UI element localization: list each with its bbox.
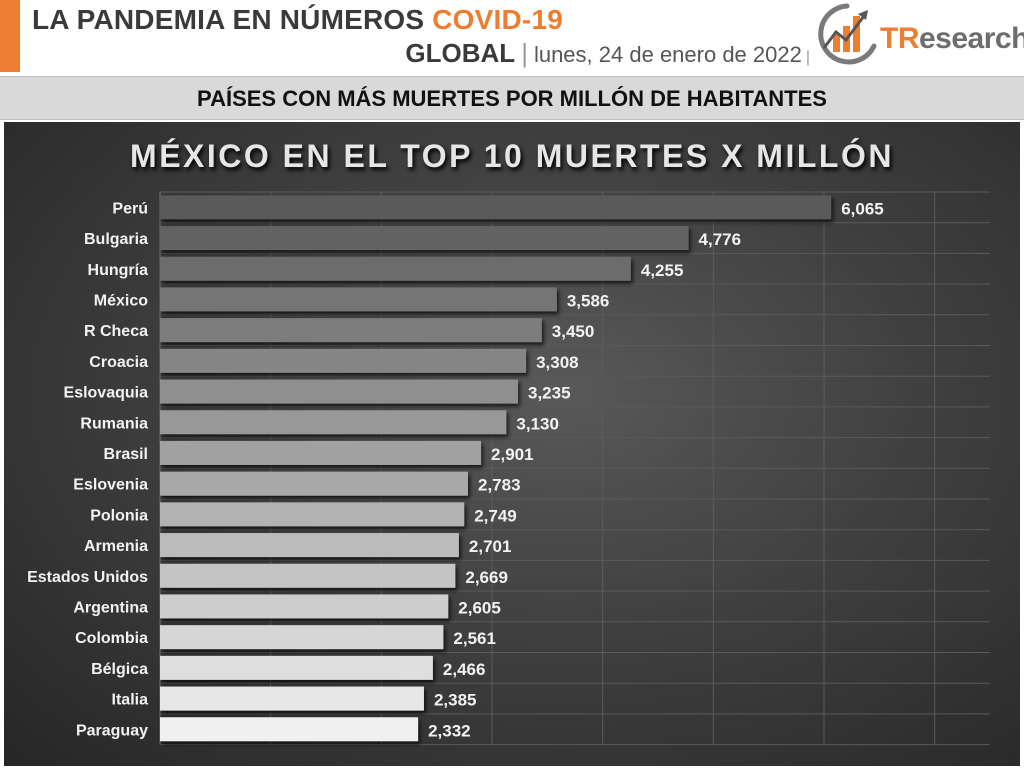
bar — [160, 440, 482, 465]
value-label: 3,308 — [536, 353, 579, 372]
value-label: 2,901 — [491, 445, 534, 464]
header-subtitle: GLOBAL | lunes, 24 de enero de 2022 | — [405, 38, 810, 69]
tresearch-logo: TResearch — [814, 2, 1024, 70]
value-label: 2,749 — [474, 506, 517, 525]
category-label: Italia — [112, 692, 149, 709]
header-date: lunes, 24 de enero de 2022 — [533, 42, 802, 67]
header-title: LA PANDEMIA EN NÚMEROS COVID-19 — [32, 4, 563, 36]
category-label: Hungría — [88, 262, 149, 279]
category-label: Rumania — [80, 415, 148, 432]
bar — [160, 625, 444, 650]
value-label: 3,235 — [528, 384, 571, 403]
value-label: 6,065 — [841, 199, 884, 218]
bar — [160, 563, 456, 588]
bar — [160, 195, 832, 220]
bar — [160, 533, 459, 558]
bar — [160, 502, 465, 527]
category-label: Armenia — [84, 538, 148, 555]
bar — [160, 655, 433, 680]
header-scope: GLOBAL — [405, 38, 516, 68]
chart-panel: MÉXICO EN EL TOP 10 MUERTES X MILLÓN Per… — [4, 122, 1020, 766]
value-label: 2,605 — [458, 598, 501, 617]
bar — [160, 318, 542, 343]
bar — [160, 717, 419, 742]
banner-text: PAÍSES CON MÁS MUERTES POR MILLÓN DE HAB… — [197, 86, 827, 111]
category-label: Colombia — [75, 630, 148, 647]
bar — [160, 256, 631, 281]
chart-title: MÉXICO EN EL TOP 10 MUERTES X MILLÓN — [130, 138, 894, 174]
category-label: R Checa — [84, 323, 148, 340]
category-label: Polonia — [90, 507, 148, 524]
bar-chart-arrow-icon — [818, 3, 877, 65]
bar-chart-svg: Perú 6,065 Bulgaria 4,776 Hungría 4,255 México… — [27, 191, 990, 746]
value-label: 3,586 — [567, 291, 610, 310]
category-label: México — [94, 292, 148, 309]
category-label: Brasil — [104, 446, 148, 463]
section-banner: PAÍSES CON MÁS MUERTES POR MILLÓN DE HAB… — [0, 76, 1024, 120]
bar — [160, 348, 527, 373]
category-label: Croacia — [89, 354, 148, 371]
value-label: 3,130 — [516, 414, 559, 433]
category-label: Bélgica — [91, 661, 148, 678]
logo-wordmark: TResearch — [880, 22, 1024, 56]
logo-wordmark-tr: TR — [880, 22, 920, 55]
bar — [160, 226, 689, 251]
category-label: Argentina — [73, 599, 148, 616]
value-label: 2,466 — [443, 660, 486, 679]
category-label: Bulgaria — [84, 231, 148, 248]
value-label: 2,701 — [469, 537, 512, 556]
value-label: 3,450 — [552, 322, 595, 341]
value-label: 2,561 — [453, 629, 496, 648]
logo-wordmark-rest: esearch — [919, 22, 1024, 55]
bar — [160, 686, 424, 711]
category-label: Eslovenia — [73, 477, 148, 494]
header-date-separator: | — [805, 49, 810, 66]
bar — [160, 410, 507, 435]
category-label: Paraguay — [76, 722, 148, 739]
value-label: 2,783 — [478, 476, 521, 495]
bar — [160, 287, 557, 312]
header-title-main: LA PANDEMIA EN NÚMEROS — [32, 4, 425, 35]
bar — [160, 594, 449, 619]
value-label: 4,776 — [699, 230, 742, 249]
category-label: Perú — [112, 200, 148, 217]
header-accent-bar — [0, 0, 20, 72]
value-label: 2,332 — [428, 721, 471, 740]
bar — [160, 471, 468, 496]
header-separator: | — [521, 38, 528, 68]
category-label: Eslovaquia — [64, 385, 149, 402]
value-label: 4,255 — [641, 261, 684, 280]
value-label: 2,385 — [434, 691, 477, 710]
category-label: Estados Unidos — [27, 569, 148, 586]
bar — [160, 379, 519, 404]
value-label: 2,669 — [465, 568, 508, 587]
header-title-accent: COVID-19 — [432, 4, 563, 35]
